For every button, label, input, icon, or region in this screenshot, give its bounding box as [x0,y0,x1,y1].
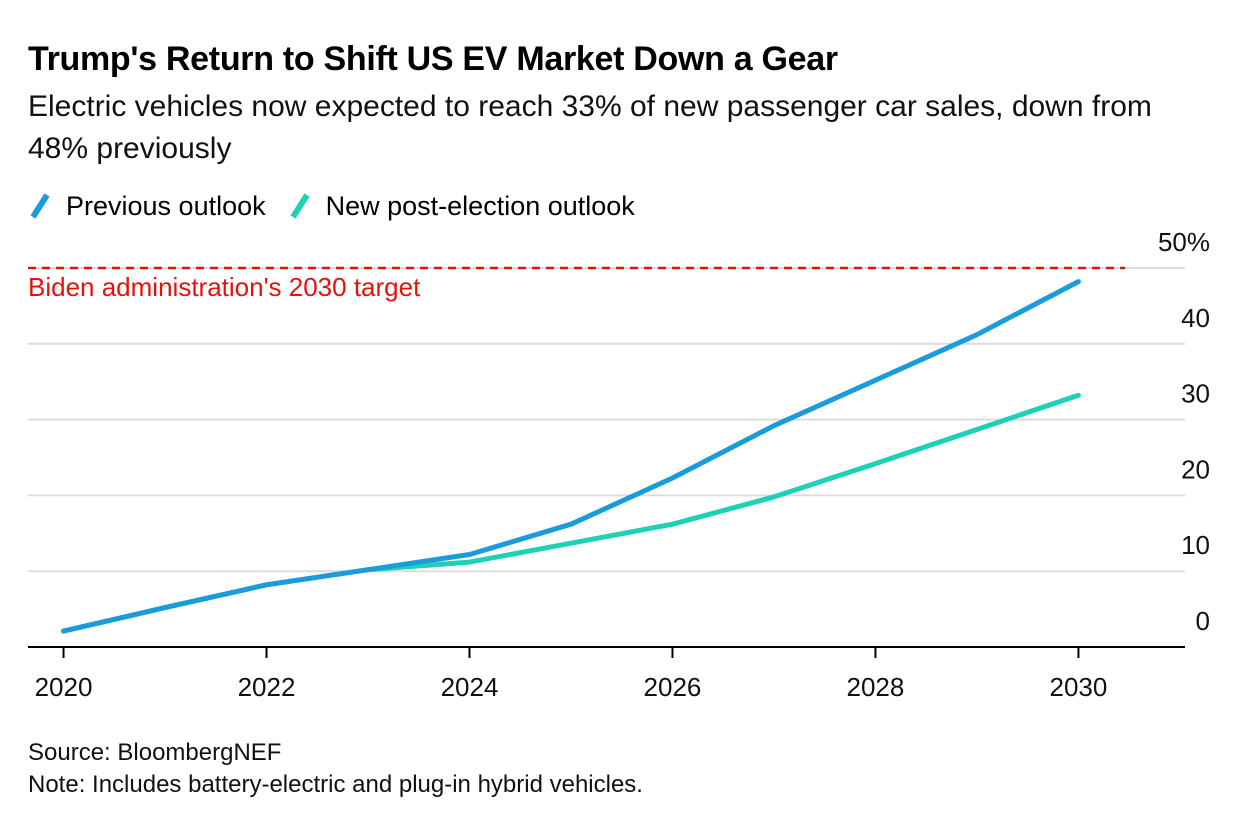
y-tick-label-0: 0 [1196,606,1210,636]
source-note: Source: BloombergNEF [28,739,282,766]
legend-item-previous-outlook: Previous outlook [28,190,266,222]
legend-item-new-outlook: New post-election outlook [288,190,635,222]
x-tick-label-2028: 2028 [847,672,905,702]
y-tick-label-30: 30 [1181,379,1210,409]
chart-footer: Source: BloombergNEF Note: Includes batt… [28,737,643,801]
legend-label-new-outlook: New post-election outlook [325,190,635,221]
y-tick-label-40: 40 [1181,303,1210,333]
chart-subtitle: Electric vehicles now expected to reach … [28,90,1152,165]
y-tick-label-50: 50% [1158,227,1210,257]
x-tick-label-2024: 2024 [441,672,499,702]
chart-legend: Previous outlook New post-election outlo… [28,188,657,224]
x-tick-label-2030: 2030 [1050,672,1108,702]
x-tick-label-2022: 2022 [238,672,296,702]
chart-title: Trump's Return to Shift US EV Market Dow… [28,40,838,78]
y-tick-label-20: 20 [1181,454,1210,484]
legend-swatch-previous-outlook [30,193,50,219]
footnote: Note: Includes battery-electric and plug… [28,771,643,798]
legend-swatch-new-outlook [290,193,310,219]
series-line-previous-outlook [61,279,1081,634]
y-tick-label-10: 10 [1181,530,1210,560]
x-tick-label-2026: 2026 [644,672,702,702]
x-tick-label-2020: 2020 [35,672,93,702]
target-reference-label: Biden administration's 2030 target [28,272,421,302]
legend-label-previous-outlook: Previous outlook [66,190,266,221]
